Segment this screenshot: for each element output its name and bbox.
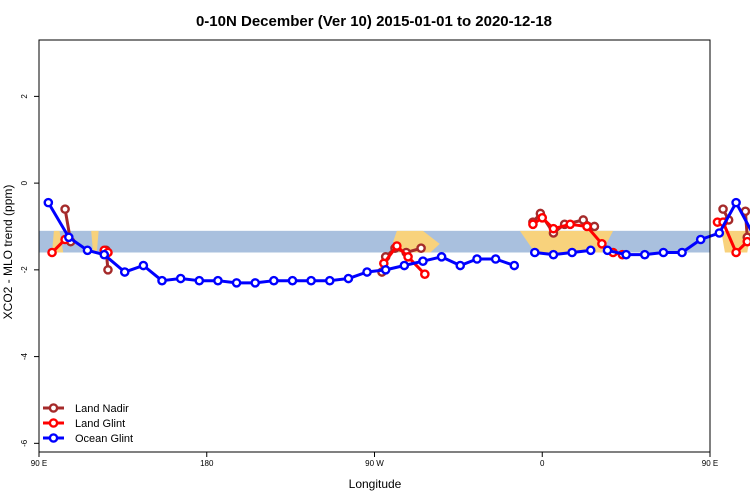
data-point-2-0-25 (509, 260, 520, 271)
land-shape-1 (91, 230, 99, 253)
data-point-2-1-1 (548, 249, 559, 260)
x-tick-label-0: 90 E (31, 459, 47, 468)
data-point-2-2-1 (621, 249, 631, 260)
data-point-2-0-14 (306, 275, 316, 286)
legend-label-0: Land Nadir (75, 403, 129, 415)
y-axis-label: XCO2 - MLO trend (ppm) (1, 185, 15, 320)
x-axis: 90 E 180 90 W 0 90 E (31, 452, 718, 468)
data-point-1-2-1 (392, 241, 402, 251)
series-ocean-glint (43, 197, 750, 288)
land-shape-2 (393, 230, 440, 253)
data-point-2-2-5 (695, 234, 706, 245)
data-point-1-4-3 (742, 236, 750, 247)
legend-label-1: Land Glint (75, 418, 125, 430)
data-point-0-0-0 (60, 204, 70, 214)
data-point-2-0-19 (399, 260, 410, 271)
data-point-2-0-12 (269, 275, 279, 286)
data-point-1-3-1 (537, 213, 548, 223)
legend-marker-1 (48, 418, 59, 428)
data-point-2-2-6 (714, 228, 725, 238)
data-point-2-2-4 (677, 247, 687, 258)
land-shape-0 (52, 230, 64, 253)
data-point-2-1-2 (567, 247, 577, 258)
data-point-2-2-0 (602, 245, 613, 256)
data-point-2-0-18 (380, 265, 391, 275)
data-point-2-0-4 (119, 267, 130, 277)
data-point-2-0-20 (418, 256, 428, 266)
data-point-1-3-5 (597, 239, 607, 249)
data-point-1-3-0 (528, 219, 538, 230)
data-point-2-0-17 (362, 267, 372, 277)
data-point-2-0-6 (157, 275, 167, 286)
data-point-2-0-2 (82, 245, 93, 256)
data-point-2-0-22 (455, 260, 466, 271)
data-point-2-0-23 (472, 254, 482, 264)
data-point-2-0-13 (287, 275, 298, 286)
data-point-2-0-16 (343, 273, 354, 284)
data-point-1-2-3 (420, 269, 430, 279)
data-point-1-3-4 (582, 221, 592, 232)
data-point-2-0-1 (64, 232, 74, 243)
data-point-2-0-8 (194, 275, 205, 286)
x-tick-label-1: 180 (200, 459, 214, 468)
data-point-2-2-2 (639, 249, 650, 260)
y-tick-label-2: -2 (20, 266, 29, 274)
x-axis-label: Longitude (349, 477, 402, 491)
legend-marker-2 (48, 433, 59, 443)
x-tick-label-3: 0 (540, 459, 545, 468)
series-line-1-2 (382, 244, 426, 276)
data-point-0-1-1 (103, 265, 113, 275)
data-point-2-0-24 (490, 254, 501, 264)
data-point-0-3-5 (589, 221, 600, 232)
chart-title: 0-10N December (Ver 10) 2015-01-01 to 20… (196, 13, 552, 30)
data-point-2-0-5 (138, 260, 149, 271)
y-tick-label-3: -4 (20, 352, 29, 360)
data-point-2-0-15 (324, 275, 335, 286)
data-point-2-2-3 (658, 247, 669, 258)
data-point-0-4-0 (718, 204, 728, 214)
data-point-2-0-0 (43, 197, 54, 208)
legend: Land Nadir Land Glint Ocean Glint (43, 403, 133, 445)
legend-label-2: Ocean Glint (75, 433, 133, 445)
data-point-1-3-3 (565, 219, 576, 230)
data-point-0-2-4 (416, 243, 426, 253)
y-tick-label-4: -6 (20, 439, 29, 447)
data-point-2-0-7 (175, 273, 186, 284)
y-axis: 2 0 -2 -4 -6 (20, 94, 39, 447)
data-point-1-3-2 (548, 223, 559, 234)
series-line-2-2 (607, 201, 750, 257)
data-point-2-1-3 (585, 245, 596, 256)
data-point-2-0-3 (99, 249, 110, 260)
data-point-1-4-2 (731, 247, 741, 258)
legend-marker-0 (48, 403, 59, 413)
data-point-2-0-11 (250, 278, 261, 288)
series-layer (43, 197, 750, 288)
data-point-1-0-0 (47, 247, 57, 258)
data-point-2-0-9 (213, 275, 223, 286)
plot-area (38, 39, 750, 453)
x-tick-label-2: 90 W (365, 459, 384, 468)
series-land-nadir (60, 204, 750, 277)
x-tick-label-4: 90 E (702, 459, 718, 468)
series-line-2-1 (534, 248, 591, 257)
data-point-2-1-0 (529, 247, 540, 258)
data-point-2-0-10 (231, 278, 242, 288)
data-point-2-0-21 (436, 252, 447, 262)
data-point-1-2-2 (403, 252, 413, 262)
y-tick-label-1: 0 (20, 180, 29, 185)
y-tick-label-0: 2 (20, 94, 29, 99)
data-point-2-2-7 (731, 197, 741, 208)
